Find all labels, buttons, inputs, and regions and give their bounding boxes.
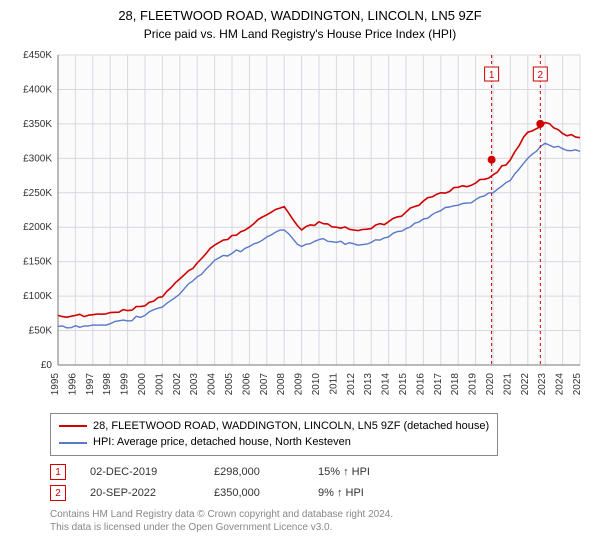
legend-label-property: 28, FLEETWOOD ROAD, WADDINGTON, LINCOLN,…	[93, 418, 489, 435]
line-chart: £0 £50K £100K £150K £200K £250K £300K £350K £400…	[10, 47, 590, 407]
sale-row-2: 2 20-SEP-2022 £350,000 9% ↑ HPI	[50, 483, 590, 504]
svg-text:2009: 2009	[294, 372, 305, 395]
footnote: Contains HM Land Registry data © Crown c…	[50, 508, 590, 534]
svg-text:2019: 2019	[468, 372, 479, 395]
svg-text:1999: 1999	[120, 372, 131, 395]
svg-text:£300K: £300K	[23, 153, 52, 164]
sale-date-2: 20-SEP-2022	[90, 483, 190, 504]
svg-text:1998: 1998	[102, 372, 113, 395]
svg-text:2012: 2012	[346, 372, 357, 395]
svg-text:£400K: £400K	[23, 84, 52, 95]
legend-swatch-hpi	[59, 442, 87, 444]
svg-text:2006: 2006	[241, 372, 252, 395]
svg-text:£150K: £150K	[23, 257, 52, 268]
svg-text:1: 1	[489, 70, 495, 81]
svg-text:£350K: £350K	[23, 119, 52, 130]
svg-text:2018: 2018	[450, 372, 461, 395]
svg-text:2020: 2020	[485, 372, 496, 395]
chart-subtitle: Price paid vs. HM Land Registry's House …	[10, 27, 590, 41]
legend-label-hpi: HPI: Average price, detached house, Nort…	[93, 434, 351, 451]
legend-item-property: 28, FLEETWOOD ROAD, WADDINGTON, LINCOLN,…	[59, 418, 489, 435]
svg-text:£100K: £100K	[23, 291, 52, 302]
svg-text:2005: 2005	[224, 372, 235, 395]
legend: 28, FLEETWOOD ROAD, WADDINGTON, LINCOLN,…	[50, 413, 498, 456]
svg-text:2015: 2015	[398, 372, 409, 395]
sales-table: 1 02-DEC-2019 £298,000 15% ↑ HPI 2 20-SE…	[50, 462, 590, 504]
legend-item-hpi: HPI: Average price, detached house, Nort…	[59, 434, 489, 451]
svg-text:2007: 2007	[259, 372, 270, 395]
svg-text:2004: 2004	[207, 372, 218, 395]
sale-price-1: £298,000	[214, 462, 294, 483]
svg-text:1996: 1996	[67, 372, 78, 395]
svg-text:£0: £0	[41, 360, 53, 371]
footnote-line-1: Contains HM Land Registry data © Crown c…	[50, 508, 590, 521]
svg-text:2023: 2023	[537, 372, 548, 395]
svg-text:2024: 2024	[555, 372, 566, 395]
svg-text:2008: 2008	[276, 372, 287, 395]
sale-pct-2: 9% ↑ HPI	[318, 483, 398, 504]
sale-price-2: £350,000	[214, 483, 294, 504]
sale-date-1: 02-DEC-2019	[90, 462, 190, 483]
svg-text:£250K: £250K	[23, 188, 52, 199]
svg-text:1997: 1997	[85, 372, 96, 395]
svg-text:2003: 2003	[189, 372, 200, 395]
svg-text:2002: 2002	[172, 372, 183, 395]
sale-marker-2: 2	[50, 485, 66, 501]
svg-text:2017: 2017	[433, 372, 444, 395]
footnote-line-2: This data is licensed under the Open Gov…	[50, 521, 590, 534]
svg-text:1995: 1995	[50, 372, 61, 395]
svg-text:2025: 2025	[572, 372, 583, 395]
svg-text:2014: 2014	[381, 372, 392, 395]
svg-text:2001: 2001	[154, 372, 165, 395]
sale-pct-1: 15% ↑ HPI	[318, 462, 398, 483]
svg-text:£200K: £200K	[23, 222, 52, 233]
chart-svg: £0 £50K £100K £150K £200K £250K £300K £350K £400…	[10, 47, 590, 407]
svg-text:2011: 2011	[328, 372, 339, 394]
svg-text:2016: 2016	[415, 372, 426, 395]
svg-text:£450K: £450K	[23, 50, 52, 61]
sale-row-1: 1 02-DEC-2019 £298,000 15% ↑ HPI	[50, 462, 590, 483]
svg-text:2013: 2013	[363, 372, 374, 395]
sale-marker-1: 1	[50, 464, 66, 480]
svg-text:2010: 2010	[311, 372, 322, 395]
svg-text:2000: 2000	[137, 372, 148, 395]
svg-text:2021: 2021	[502, 372, 513, 395]
svg-text:£50K: £50K	[29, 325, 53, 336]
svg-text:2: 2	[538, 70, 544, 81]
legend-swatch-property	[59, 425, 87, 427]
chart-title: 28, FLEETWOOD ROAD, WADDINGTON, LINCOLN,…	[10, 8, 590, 25]
svg-text:2022: 2022	[520, 372, 531, 395]
